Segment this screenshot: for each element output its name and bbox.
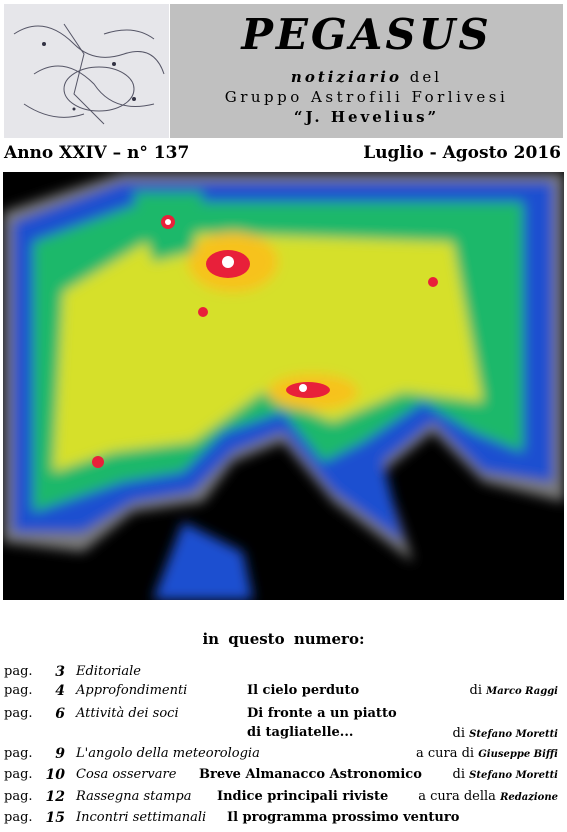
pag-label: pag. (4, 664, 33, 679)
article-title: Di fronte a un piatto (247, 706, 397, 721)
credit: a cura della Redazione (418, 789, 558, 804)
section: Rassegna stampa (76, 789, 192, 804)
article-title: Indice principali riviste (217, 789, 389, 804)
author: Marco Raggi (486, 686, 558, 697)
section: L'angolo della meteorologia (76, 746, 260, 761)
pag-label: pag. (4, 810, 33, 825)
page-number: 9 (55, 746, 65, 762)
page-number: 15 (45, 810, 65, 826)
credit: di Stefano Moretti (453, 726, 558, 741)
toc-heading: in questo numero: (202, 630, 365, 648)
pag-label: pag. (4, 683, 33, 698)
author: Redazione (500, 792, 558, 803)
title-box: PEGASUS notiziario del Gruppo Astrofili … (170, 4, 563, 138)
author: Stefano Moretti (469, 770, 558, 781)
author: Stefano Moretti (469, 729, 558, 740)
pag-label: pag. (4, 789, 33, 804)
title: PEGASUS (241, 10, 492, 59)
toc-row: pag. 6 Attività dei soci Di fronte a un pia… (0, 706, 567, 741)
subtitle-lead: notiziario (290, 68, 403, 86)
credit-prefix: di (469, 683, 482, 698)
section: Incontri settimanali (76, 810, 207, 825)
issue-number: Anno XXIV – n° 137 (4, 143, 190, 163)
page-number: 10 (45, 767, 65, 783)
author: Giuseppe Biffi (478, 749, 558, 760)
section: Attività dei soci (76, 706, 179, 721)
subtitle: notiziario del (170, 68, 563, 86)
toc-row: pag. 15 Incontri settimanali Il programma p… (0, 810, 567, 830)
toc-row: pag. 3 Editoriale (0, 664, 567, 684)
credit: a cura di Giuseppe Biffi (416, 746, 558, 761)
group-name: Gruppo Astrofili Forlivesi (224, 88, 509, 106)
pag-label: pag. (4, 746, 33, 761)
pag-label: pag. (4, 706, 33, 721)
subtitle-tail: del (409, 68, 443, 86)
toc-row: pag. 9 L'angolo della meteorologia a cura d… (0, 746, 567, 766)
credit: di Stefano Moretti (453, 767, 558, 782)
credit: di Marco Raggi (470, 683, 559, 698)
section: Approfondimenti (76, 683, 188, 698)
toc-row: pag. 4 Approfondimenti Il cielo perduto di M… (0, 683, 567, 703)
pegasus-engraving (4, 4, 169, 138)
credit-prefix: di (452, 767, 466, 782)
credit-prefix: a cura della (418, 789, 496, 804)
credit-prefix: di (452, 726, 466, 741)
article-title: Breve Almanacco Astronomico (199, 767, 422, 782)
article-title-continued: di tagliatelle... (247, 725, 354, 740)
page-number: 3 (55, 664, 65, 680)
article-title: Il cielo perduto (247, 683, 360, 698)
pag-label: pag. (4, 767, 33, 782)
toc-row: pag. 10 Cosa osservare Breve Almanacco Astr… (0, 767, 567, 787)
page-number: 4 (55, 683, 65, 699)
article-title: Il programma prossimo venturo (227, 810, 460, 825)
section: Cosa osservare (76, 767, 177, 782)
credit-prefix: a cura di (415, 746, 475, 761)
named-after: “J. Hevelius” (293, 108, 440, 126)
section: Editoriale (76, 664, 141, 679)
issue-period: Luglio - Agosto 2016 (363, 143, 561, 163)
light-pollution-map (3, 172, 564, 600)
page-number: 6 (55, 706, 65, 722)
page-number: 12 (45, 789, 65, 805)
toc-row: pag. 12 Rassegna stampa Indice principali r… (0, 789, 567, 809)
